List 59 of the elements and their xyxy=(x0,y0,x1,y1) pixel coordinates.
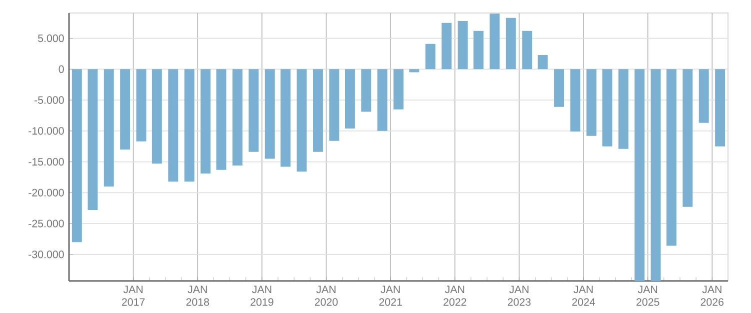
bar xyxy=(425,44,436,70)
x-tick-label: JAN 2018 xyxy=(186,286,210,306)
x-tick-label: JAN 2023 xyxy=(508,286,531,306)
y-tick-label: 0 xyxy=(58,65,64,73)
bar xyxy=(666,69,676,246)
bar xyxy=(152,69,162,164)
bar xyxy=(698,69,709,123)
bar xyxy=(168,69,178,182)
bar xyxy=(377,69,388,131)
bar xyxy=(409,69,420,72)
x-tick-label: JAN 2022 xyxy=(444,286,466,306)
bar xyxy=(72,69,82,242)
bar xyxy=(312,69,323,152)
y-tick-label: -25.000 xyxy=(28,220,64,228)
y-tick-label: 5.000 xyxy=(38,34,64,42)
bar xyxy=(104,69,114,187)
bar xyxy=(570,69,580,132)
x-tick-label: JAN 2025 xyxy=(636,286,660,306)
bar xyxy=(602,69,612,146)
bar xyxy=(458,21,468,70)
x-tick-label: JAN 2021 xyxy=(379,286,402,306)
bar xyxy=(361,69,372,112)
bar xyxy=(506,18,516,70)
bar xyxy=(442,22,452,70)
bar xyxy=(522,30,532,70)
bar xyxy=(200,69,211,174)
bar xyxy=(554,69,564,107)
bar xyxy=(296,69,307,172)
bar xyxy=(264,69,275,159)
bar xyxy=(280,69,291,167)
y-tick-label: -20.000 xyxy=(28,188,64,196)
bar xyxy=(682,69,693,207)
bar xyxy=(394,69,404,110)
y-tick-label: -5.000 xyxy=(34,96,64,104)
bar xyxy=(634,69,645,281)
y-tick-label: -30.000 xyxy=(28,250,64,258)
bar xyxy=(715,69,726,146)
bar xyxy=(344,69,355,128)
y-tick-label: -10.000 xyxy=(28,127,64,135)
bar xyxy=(248,69,259,152)
bar xyxy=(120,69,130,150)
bar xyxy=(88,69,98,210)
x-tick-label: JAN 2026 xyxy=(700,286,724,306)
x-tick-label: JAN 2020 xyxy=(314,286,338,306)
bar xyxy=(586,69,596,136)
x-tick-label: JAN 2019 xyxy=(250,286,274,306)
bar xyxy=(490,14,500,70)
bar xyxy=(184,69,194,182)
x-tick-label: JAN 2017 xyxy=(122,286,145,306)
bar xyxy=(136,69,146,142)
bar xyxy=(618,69,628,149)
bar xyxy=(538,54,548,70)
bar xyxy=(329,69,340,141)
bar xyxy=(216,69,226,170)
bar xyxy=(232,69,242,166)
bar xyxy=(650,69,661,281)
bar xyxy=(474,30,484,70)
x-tick-label: JAN 2024 xyxy=(572,286,596,306)
y-tick-label: -15.000 xyxy=(28,158,64,166)
